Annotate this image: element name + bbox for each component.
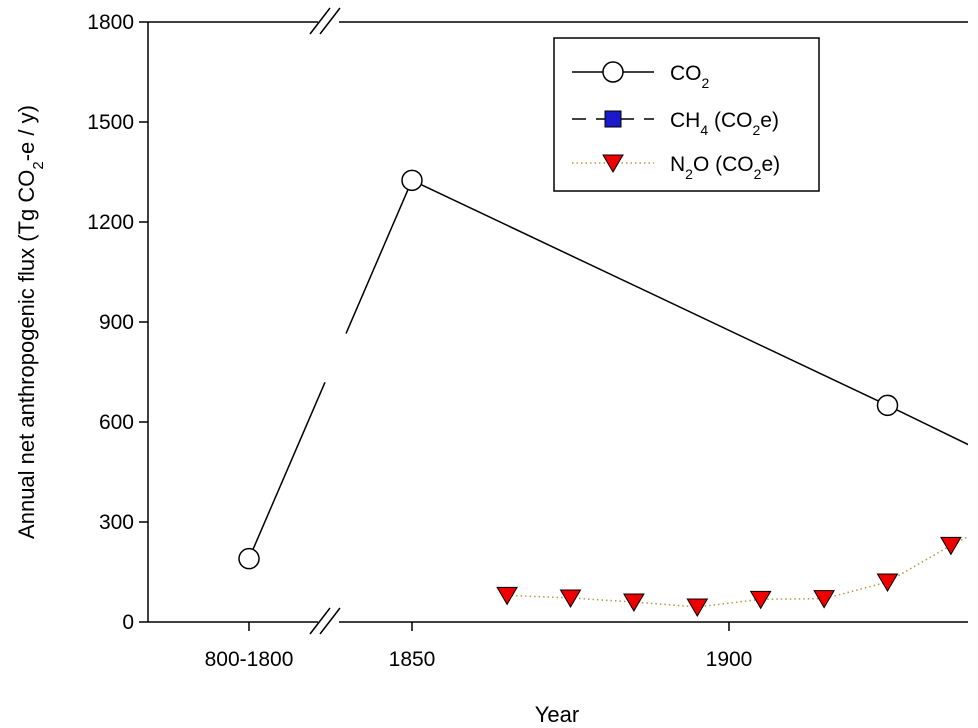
x-axis-title: Year xyxy=(535,702,579,727)
legend-label: N2O (CO2e) xyxy=(670,153,780,182)
legend-box xyxy=(553,37,820,192)
n2o-point xyxy=(876,573,899,592)
n2o-line xyxy=(507,535,968,608)
series-co2 xyxy=(238,169,968,570)
n2o-point xyxy=(559,589,582,608)
x-tick-label: 1850 xyxy=(389,648,436,671)
co2-point xyxy=(876,394,899,417)
y-axis-title: Annual net anthropogenic flux (Tg CO2-e … xyxy=(14,105,47,539)
y-tick-label: 1500 xyxy=(87,111,134,134)
co2-point xyxy=(602,61,624,83)
legend: CO2 CH4 (CO2e) N2O (CO2e) xyxy=(553,37,820,192)
x-tick-label: 800-1800 xyxy=(205,648,294,671)
n2o-point xyxy=(940,536,962,556)
n2o-point xyxy=(602,154,624,173)
x-tick-label: 1900 xyxy=(706,648,753,671)
axis-break-mark xyxy=(309,607,331,635)
co2-line xyxy=(411,179,968,446)
legend-label: CO2 xyxy=(670,62,710,91)
y-tick-label: 900 xyxy=(99,311,134,334)
n2o-point xyxy=(623,593,645,612)
axis-break-mark xyxy=(309,7,331,35)
y-tick-label: 300 xyxy=(99,511,134,534)
n2o-point xyxy=(813,590,835,609)
ch4-point xyxy=(604,110,622,128)
series-layer xyxy=(238,169,968,617)
co2-point xyxy=(238,547,260,570)
y-tick-label: 1800 xyxy=(87,11,134,34)
axes: 0300600900120015001800800-18001850190019… xyxy=(14,7,968,727)
axis-break-mark xyxy=(319,607,341,635)
axis-break-mark xyxy=(319,7,341,35)
y-tick-label: 1200 xyxy=(87,211,134,234)
n2o-point xyxy=(496,586,518,606)
plot-area xyxy=(238,169,968,617)
y-tick-label: 0 xyxy=(122,611,134,634)
co2-line-segment xyxy=(345,180,413,334)
n2o-point xyxy=(686,598,709,617)
co2-line-segment xyxy=(248,381,326,559)
legend-label: CH4 (CO2e) xyxy=(670,109,779,138)
co2-point xyxy=(401,169,423,192)
series-n2o-co2e- xyxy=(496,535,968,617)
y-tick-label: 600 xyxy=(99,411,134,434)
n2o-point xyxy=(749,590,772,610)
